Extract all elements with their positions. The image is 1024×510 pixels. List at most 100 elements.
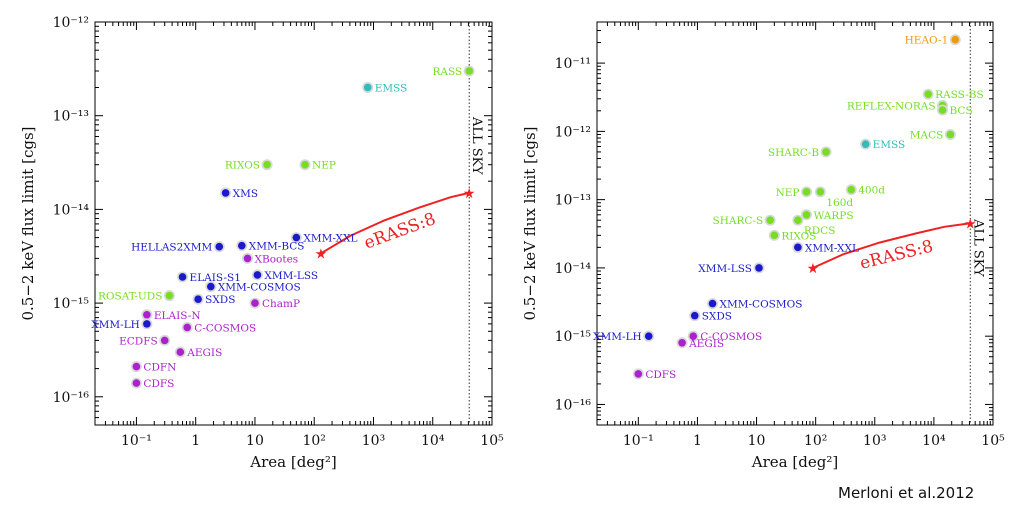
point-sharc-s bbox=[766, 216, 774, 224]
point-cdfs bbox=[132, 379, 141, 387]
x-tick-label: 1 bbox=[191, 433, 200, 449]
point-aegis bbox=[176, 348, 185, 356]
point-rass-bs bbox=[924, 90, 932, 99]
point-label: RASS bbox=[433, 66, 463, 78]
point-label: C-COSMOS bbox=[194, 322, 256, 334]
point-label: AEGIS bbox=[186, 347, 222, 359]
point-xmm-lss bbox=[253, 271, 262, 279]
point-elais-s1 bbox=[178, 273, 187, 281]
point-label: ELAIS-N bbox=[154, 310, 201, 322]
point-cdfs bbox=[634, 370, 643, 378]
erass-curve bbox=[812, 222, 971, 269]
y-tick-label: 10⁻¹⁴ bbox=[53, 202, 90, 218]
y-tick-label: 10⁻¹³ bbox=[555, 193, 591, 209]
point-label: NEP bbox=[312, 160, 336, 172]
erass-label: eRASS:8 bbox=[858, 236, 935, 273]
x-tick-label: 10⁴ bbox=[421, 433, 445, 449]
x-tick-label: 10⁴ bbox=[922, 433, 946, 449]
all-sky-label: ALL SKY bbox=[970, 218, 985, 277]
point-rixos bbox=[770, 231, 779, 240]
point-bcs bbox=[938, 106, 947, 114]
point-xmm-xxl bbox=[292, 233, 301, 242]
point-label: RIXOS bbox=[225, 160, 260, 172]
point-nep bbox=[301, 160, 309, 169]
point-label: XMM-COSMOS bbox=[218, 282, 301, 294]
point-cdfn bbox=[132, 362, 141, 371]
point-label: SHARC-B bbox=[768, 147, 819, 159]
x-axis-label: Area [deg²] bbox=[249, 453, 336, 471]
point-warps bbox=[802, 210, 811, 219]
erass-curve bbox=[320, 191, 470, 255]
point-elais-n bbox=[143, 311, 151, 319]
point-label: CDFN bbox=[143, 362, 176, 374]
erass-star: ★ bbox=[315, 246, 328, 262]
x-tick-label: 10⁵ bbox=[480, 433, 504, 449]
left-chart: 10⁻¹ 1 10 10² 10³ 10⁴ 10⁵ 10⁻¹⁶ 10⁻¹⁵ 10⁻¹⁴ 10⁻¹³ 1… bbox=[19, 15, 504, 471]
point-xmm-bcs bbox=[238, 241, 246, 250]
all-sky-label: ALL SKY bbox=[469, 116, 484, 175]
point-rixos bbox=[263, 160, 271, 169]
point-xmm-cosmos bbox=[708, 299, 717, 308]
x-tick-label: 10⁻¹ bbox=[623, 433, 654, 449]
erass-star: ★ bbox=[807, 261, 820, 277]
y-tick-label: 10⁻¹⁵ bbox=[53, 296, 90, 312]
y-axis-label: 0.5−2 keV flux limit [cgs] bbox=[19, 126, 37, 320]
point-label: REFLEX-NORAS bbox=[847, 100, 936, 112]
point-rass bbox=[465, 67, 474, 75]
point-label: SXDS bbox=[702, 311, 732, 323]
point-label: RASS-BS bbox=[935, 89, 984, 101]
point-label: XMM-COSMOS bbox=[720, 299, 803, 311]
point-nep bbox=[802, 188, 811, 196]
x-tick-label: 10³ bbox=[863, 433, 886, 449]
plot-frame bbox=[596, 21, 994, 426]
point-xbootes bbox=[243, 254, 252, 263]
point-label: AEGIS bbox=[688, 338, 724, 350]
x-tick-label: 10 bbox=[748, 433, 766, 449]
point-label: XMM-XXL bbox=[303, 233, 357, 245]
x-tick-label: 10 bbox=[246, 433, 264, 449]
point-label: 160d bbox=[826, 197, 853, 209]
y-tick-label: 10⁻¹² bbox=[555, 124, 591, 140]
point-label: EMSS bbox=[873, 139, 906, 151]
x-tick-label: 10² bbox=[302, 433, 325, 449]
point-label: XBootes bbox=[255, 253, 299, 265]
point-sxds bbox=[194, 295, 202, 304]
point-sharc-b bbox=[822, 148, 830, 156]
point-xmm-lh bbox=[644, 332, 653, 340]
point-xmm-cosmos bbox=[207, 282, 215, 291]
point-label: ELAIS-S1 bbox=[190, 272, 241, 284]
point-heao-1 bbox=[951, 35, 960, 44]
point-emss bbox=[861, 140, 870, 148]
erass-star: ★ bbox=[964, 216, 977, 232]
point-rdcs bbox=[794, 216, 802, 224]
point-sxds bbox=[690, 311, 699, 320]
right-chart: 10⁻¹ 1 10 10² 10³ 10⁴ 10⁵ 10⁻¹⁶ 10⁻¹⁵ 10⁻¹⁴ 10⁻¹³ 1… bbox=[521, 21, 1005, 471]
x-tick-label: 1 bbox=[693, 433, 702, 449]
point-xmm-lss bbox=[755, 264, 763, 272]
y-tick-label: 10⁻¹⁶ bbox=[555, 397, 592, 413]
point-label: XMM-BCS bbox=[249, 241, 305, 253]
y-axis-label: 0.5−2 keV flux limit [cgs] bbox=[521, 126, 539, 320]
y-tick-label: 10⁻¹³ bbox=[53, 109, 89, 125]
y-tick-label: 10⁻¹² bbox=[53, 15, 89, 31]
point-label: XMM-LSS bbox=[264, 270, 318, 282]
point-hellas2xmm bbox=[215, 242, 224, 251]
point-label: EMSS bbox=[375, 82, 408, 94]
point-400d bbox=[847, 185, 856, 194]
point-label: XMS bbox=[233, 188, 258, 200]
point-label: C-COSMOS bbox=[700, 331, 762, 343]
point-emss bbox=[363, 83, 372, 92]
y-tick-label: 10⁻¹¹ bbox=[555, 56, 591, 72]
point-label: 400d bbox=[858, 185, 885, 197]
point-ecdfs bbox=[160, 336, 169, 345]
point-label: ECDFS bbox=[119, 335, 158, 347]
credit-text: Merloni et al.2012 bbox=[838, 484, 975, 502]
x-axis-label: Area [deg²] bbox=[751, 453, 838, 471]
y-tick-label: 10⁻¹⁴ bbox=[555, 261, 592, 277]
point-label: BCS bbox=[950, 105, 973, 117]
point-aegis bbox=[678, 338, 686, 347]
point-xms bbox=[221, 189, 230, 197]
x-tick-label: 10² bbox=[804, 433, 827, 449]
point-label: WARPS bbox=[814, 210, 854, 222]
